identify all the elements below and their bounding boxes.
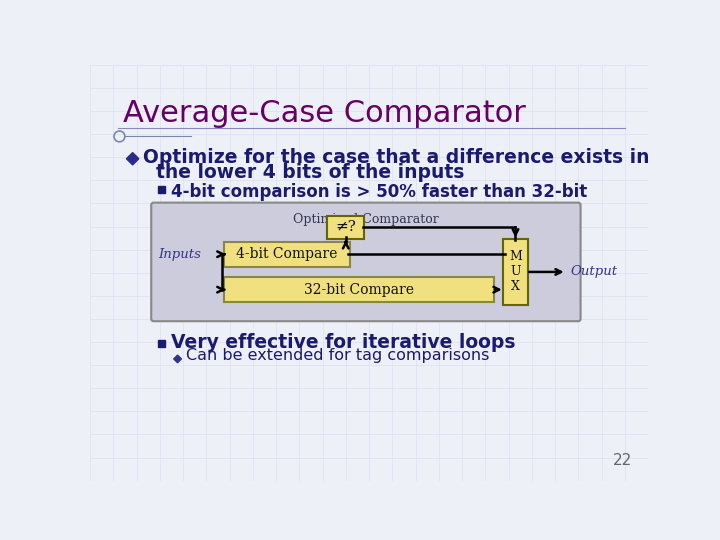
FancyBboxPatch shape <box>151 202 580 321</box>
FancyBboxPatch shape <box>503 239 528 305</box>
Polygon shape <box>127 153 139 165</box>
Text: Optimized Comparator: Optimized Comparator <box>293 213 438 226</box>
Text: 4-bit comparison is > 50% faster than 32-bit: 4-bit comparison is > 50% faster than 32… <box>171 183 587 201</box>
Text: Average-Case Comparator: Average-Case Comparator <box>122 99 526 129</box>
Polygon shape <box>158 186 165 193</box>
Polygon shape <box>174 355 181 363</box>
Polygon shape <box>158 340 165 347</box>
Text: Output: Output <box>570 266 618 279</box>
Text: Optimize for the case that a difference exists in: Optimize for the case that a difference … <box>143 148 649 167</box>
FancyBboxPatch shape <box>224 242 350 267</box>
FancyBboxPatch shape <box>224 278 494 302</box>
Text: 4-bit Compare: 4-bit Compare <box>236 247 338 261</box>
Text: 22: 22 <box>613 453 632 468</box>
Text: ≠?: ≠? <box>336 220 356 234</box>
Text: the lower 4 bits of the inputs: the lower 4 bits of the inputs <box>143 164 464 183</box>
Text: 32-bit Compare: 32-bit Compare <box>304 282 414 296</box>
Text: Can be extended for tag comparisons: Can be extended for tag comparisons <box>186 348 490 363</box>
Text: Inputs: Inputs <box>158 248 201 261</box>
Text: M
U
X: M U X <box>509 251 522 293</box>
FancyBboxPatch shape <box>327 215 364 239</box>
Text: Very effective for iterative loops: Very effective for iterative loops <box>171 333 515 352</box>
